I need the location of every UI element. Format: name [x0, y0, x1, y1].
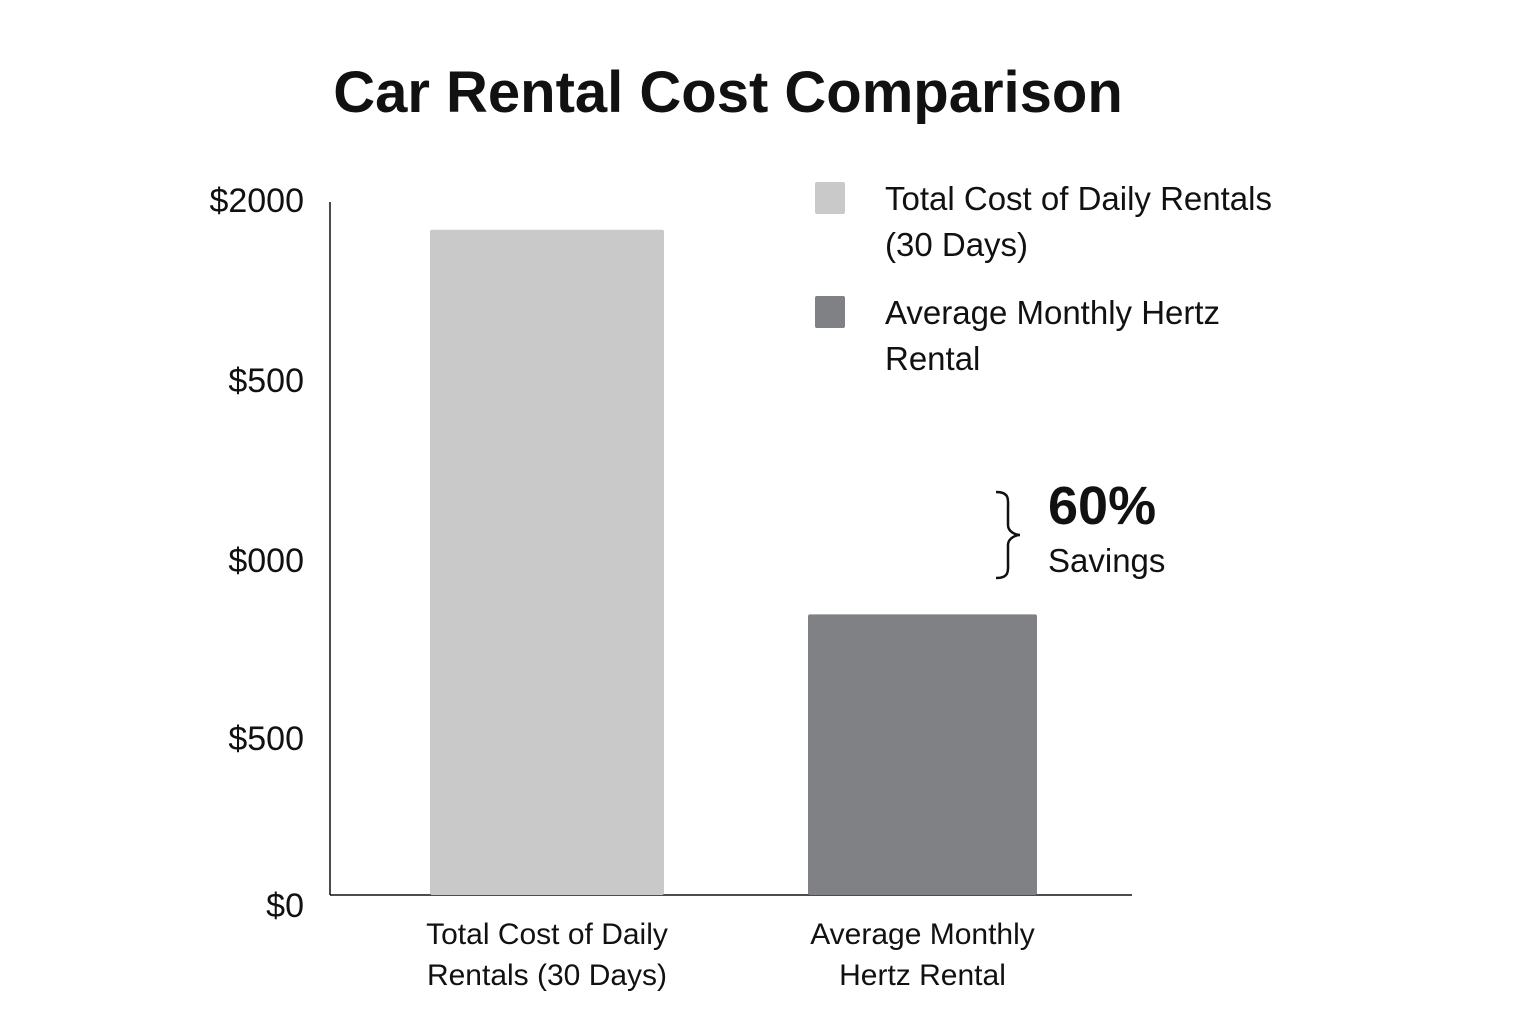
legend-swatch: [815, 182, 845, 214]
legend-swatch: [815, 296, 845, 328]
bar: [430, 229, 664, 896]
y-tick-label: $2000: [209, 182, 304, 220]
brace-icon: [995, 490, 1021, 580]
x-tick-label: Total Cost of Daily Rentals (30 Days): [426, 918, 668, 992]
bar: [808, 614, 1037, 895]
legend-label: Total Cost of Daily Rentals (30 Days): [885, 180, 1272, 263]
y-axis: $0 $500 $000 $500 $2000: [209, 182, 1132, 925]
bars: [430, 229, 1037, 896]
x-axis-labels: Total Cost of Daily Rentals (30 Days) Aver…: [426, 918, 1035, 992]
legend: Total Cost of Daily Rentals (30 Days) Aver…: [815, 180, 1272, 377]
annotation-label: Savings: [1048, 542, 1165, 579]
annotation-value: 60%: [1048, 476, 1156, 536]
y-tick-label: $500: [228, 362, 304, 400]
y-tick-label: $0: [266, 887, 304, 925]
legend-label: Average Monthly Hertz Rental: [885, 294, 1220, 377]
savings-annotation: 60% Savings: [995, 476, 1165, 580]
y-tick-label: $000: [228, 542, 304, 580]
chart-title: Car Rental Cost Comparison: [333, 60, 1123, 125]
x-tick-label: Average Monthly Hertz Rental: [810, 918, 1035, 992]
y-tick-label: $500: [228, 720, 304, 758]
